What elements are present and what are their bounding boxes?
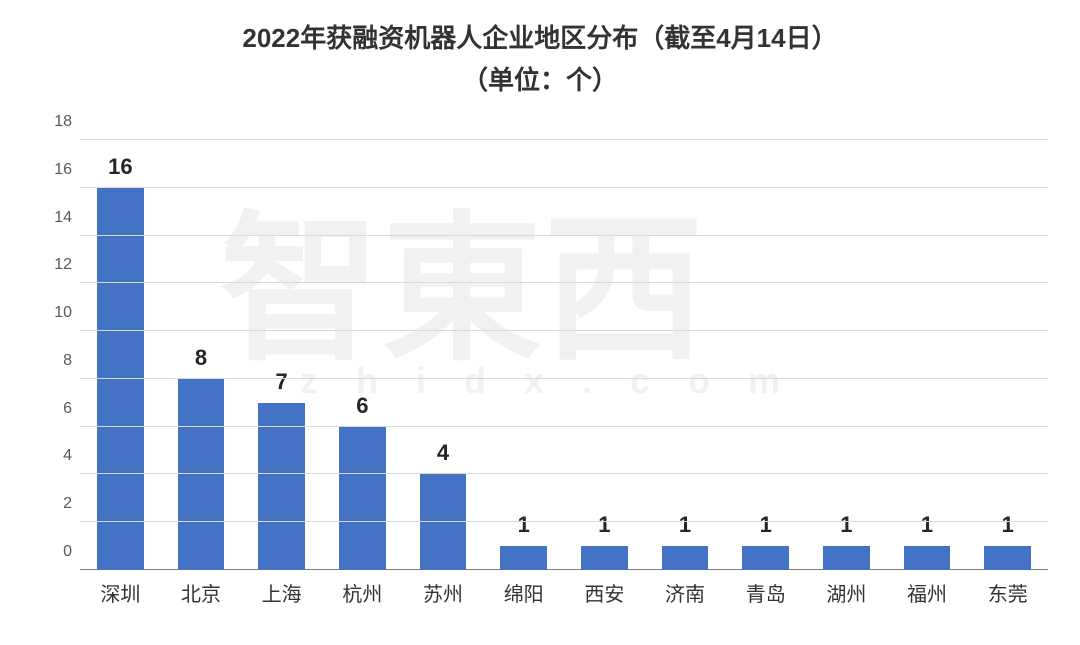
bar-value-label: 7 — [276, 369, 288, 395]
bar-value-label: 1 — [840, 512, 852, 538]
y-tick-label: 12 — [48, 256, 80, 274]
bar-slot: 6杭州 — [322, 140, 403, 570]
bar-slot: 16深圳 — [80, 140, 161, 570]
chart-title-line2: （单位：个） — [0, 60, 1080, 102]
y-tick-label: 16 — [48, 161, 80, 179]
bar-category-label: 苏州 — [423, 570, 463, 607]
bar — [904, 546, 951, 570]
y-tick-label: 0 — [48, 543, 80, 561]
bar — [581, 546, 628, 570]
bar-slot: 8北京 — [161, 140, 242, 570]
bar — [500, 546, 547, 570]
bar-value-label: 1 — [598, 512, 610, 538]
bar-slot: 1绵阳 — [483, 140, 564, 570]
bar — [97, 188, 144, 570]
bar-slot: 1西安 — [564, 140, 645, 570]
bar-category-label: 济南 — [665, 570, 705, 607]
bar-category-label: 青岛 — [746, 570, 786, 607]
grid-line — [80, 139, 1048, 140]
bar-slot: 1福州 — [887, 140, 968, 570]
bar-value-label: 1 — [518, 512, 530, 538]
bar-category-label: 东莞 — [988, 570, 1028, 607]
grid-line — [80, 426, 1048, 427]
bar — [258, 403, 305, 570]
bar-slot: 1湖州 — [806, 140, 887, 570]
y-tick-label: 6 — [48, 400, 80, 418]
y-tick-label: 2 — [48, 495, 80, 513]
bar-value-label: 8 — [195, 345, 207, 371]
y-tick-label: 18 — [48, 113, 80, 131]
bar-value-label: 16 — [108, 154, 132, 180]
bar-category-label: 杭州 — [342, 570, 382, 607]
bar-slot: 1济南 — [645, 140, 726, 570]
bar-value-label: 1 — [760, 512, 772, 538]
grid-line — [80, 473, 1048, 474]
bar-category-label: 深圳 — [100, 570, 140, 607]
chart-area: 16深圳8北京7上海6杭州4苏州1绵阳1西安1济南1青岛1湖州1福州1东莞 02… — [48, 130, 1048, 610]
grid-line — [80, 521, 1048, 522]
grid-line — [80, 330, 1048, 331]
bars-container: 16深圳8北京7上海6杭州4苏州1绵阳1西安1济南1青岛1湖州1福州1东莞 — [80, 140, 1048, 570]
y-tick-label: 8 — [48, 352, 80, 370]
bar-slot: 4苏州 — [403, 140, 484, 570]
bar-category-label: 北京 — [181, 570, 221, 607]
y-tick-label: 4 — [48, 447, 80, 465]
bar-value-label: 1 — [679, 512, 691, 538]
bar-category-label: 绵阳 — [504, 570, 544, 607]
grid-line — [80, 187, 1048, 188]
bar-value-label: 6 — [356, 393, 368, 419]
bar — [823, 546, 870, 570]
bar-slot: 1东莞 — [967, 140, 1048, 570]
bar-category-label: 福州 — [907, 570, 947, 607]
bar-category-label: 湖州 — [826, 570, 866, 607]
bar — [339, 427, 386, 570]
bar-value-label: 4 — [437, 440, 449, 466]
grid-line — [80, 235, 1048, 236]
y-tick-label: 14 — [48, 209, 80, 227]
bar-category-label: 上海 — [262, 570, 302, 607]
bar-value-label: 1 — [921, 512, 933, 538]
chart-title-block: 2022年获融资机器人企业地区分布（截至4月14日） （单位：个） — [0, 0, 1080, 101]
bar — [984, 546, 1031, 570]
bar — [742, 546, 789, 570]
bar — [662, 546, 709, 570]
y-tick-label: 10 — [48, 304, 80, 322]
grid-line — [80, 378, 1048, 379]
grid-line — [80, 282, 1048, 283]
bar-slot: 7上海 — [241, 140, 322, 570]
bar-category-label: 西安 — [584, 570, 624, 607]
bar-slot: 1青岛 — [725, 140, 806, 570]
chart-plot: 16深圳8北京7上海6杭州4苏州1绵阳1西安1济南1青岛1湖州1福州1东莞 02… — [80, 140, 1048, 570]
chart-title-line1: 2022年获融资机器人企业地区分布（截至4月14日） — [0, 18, 1080, 60]
bar-value-label: 1 — [1002, 512, 1014, 538]
